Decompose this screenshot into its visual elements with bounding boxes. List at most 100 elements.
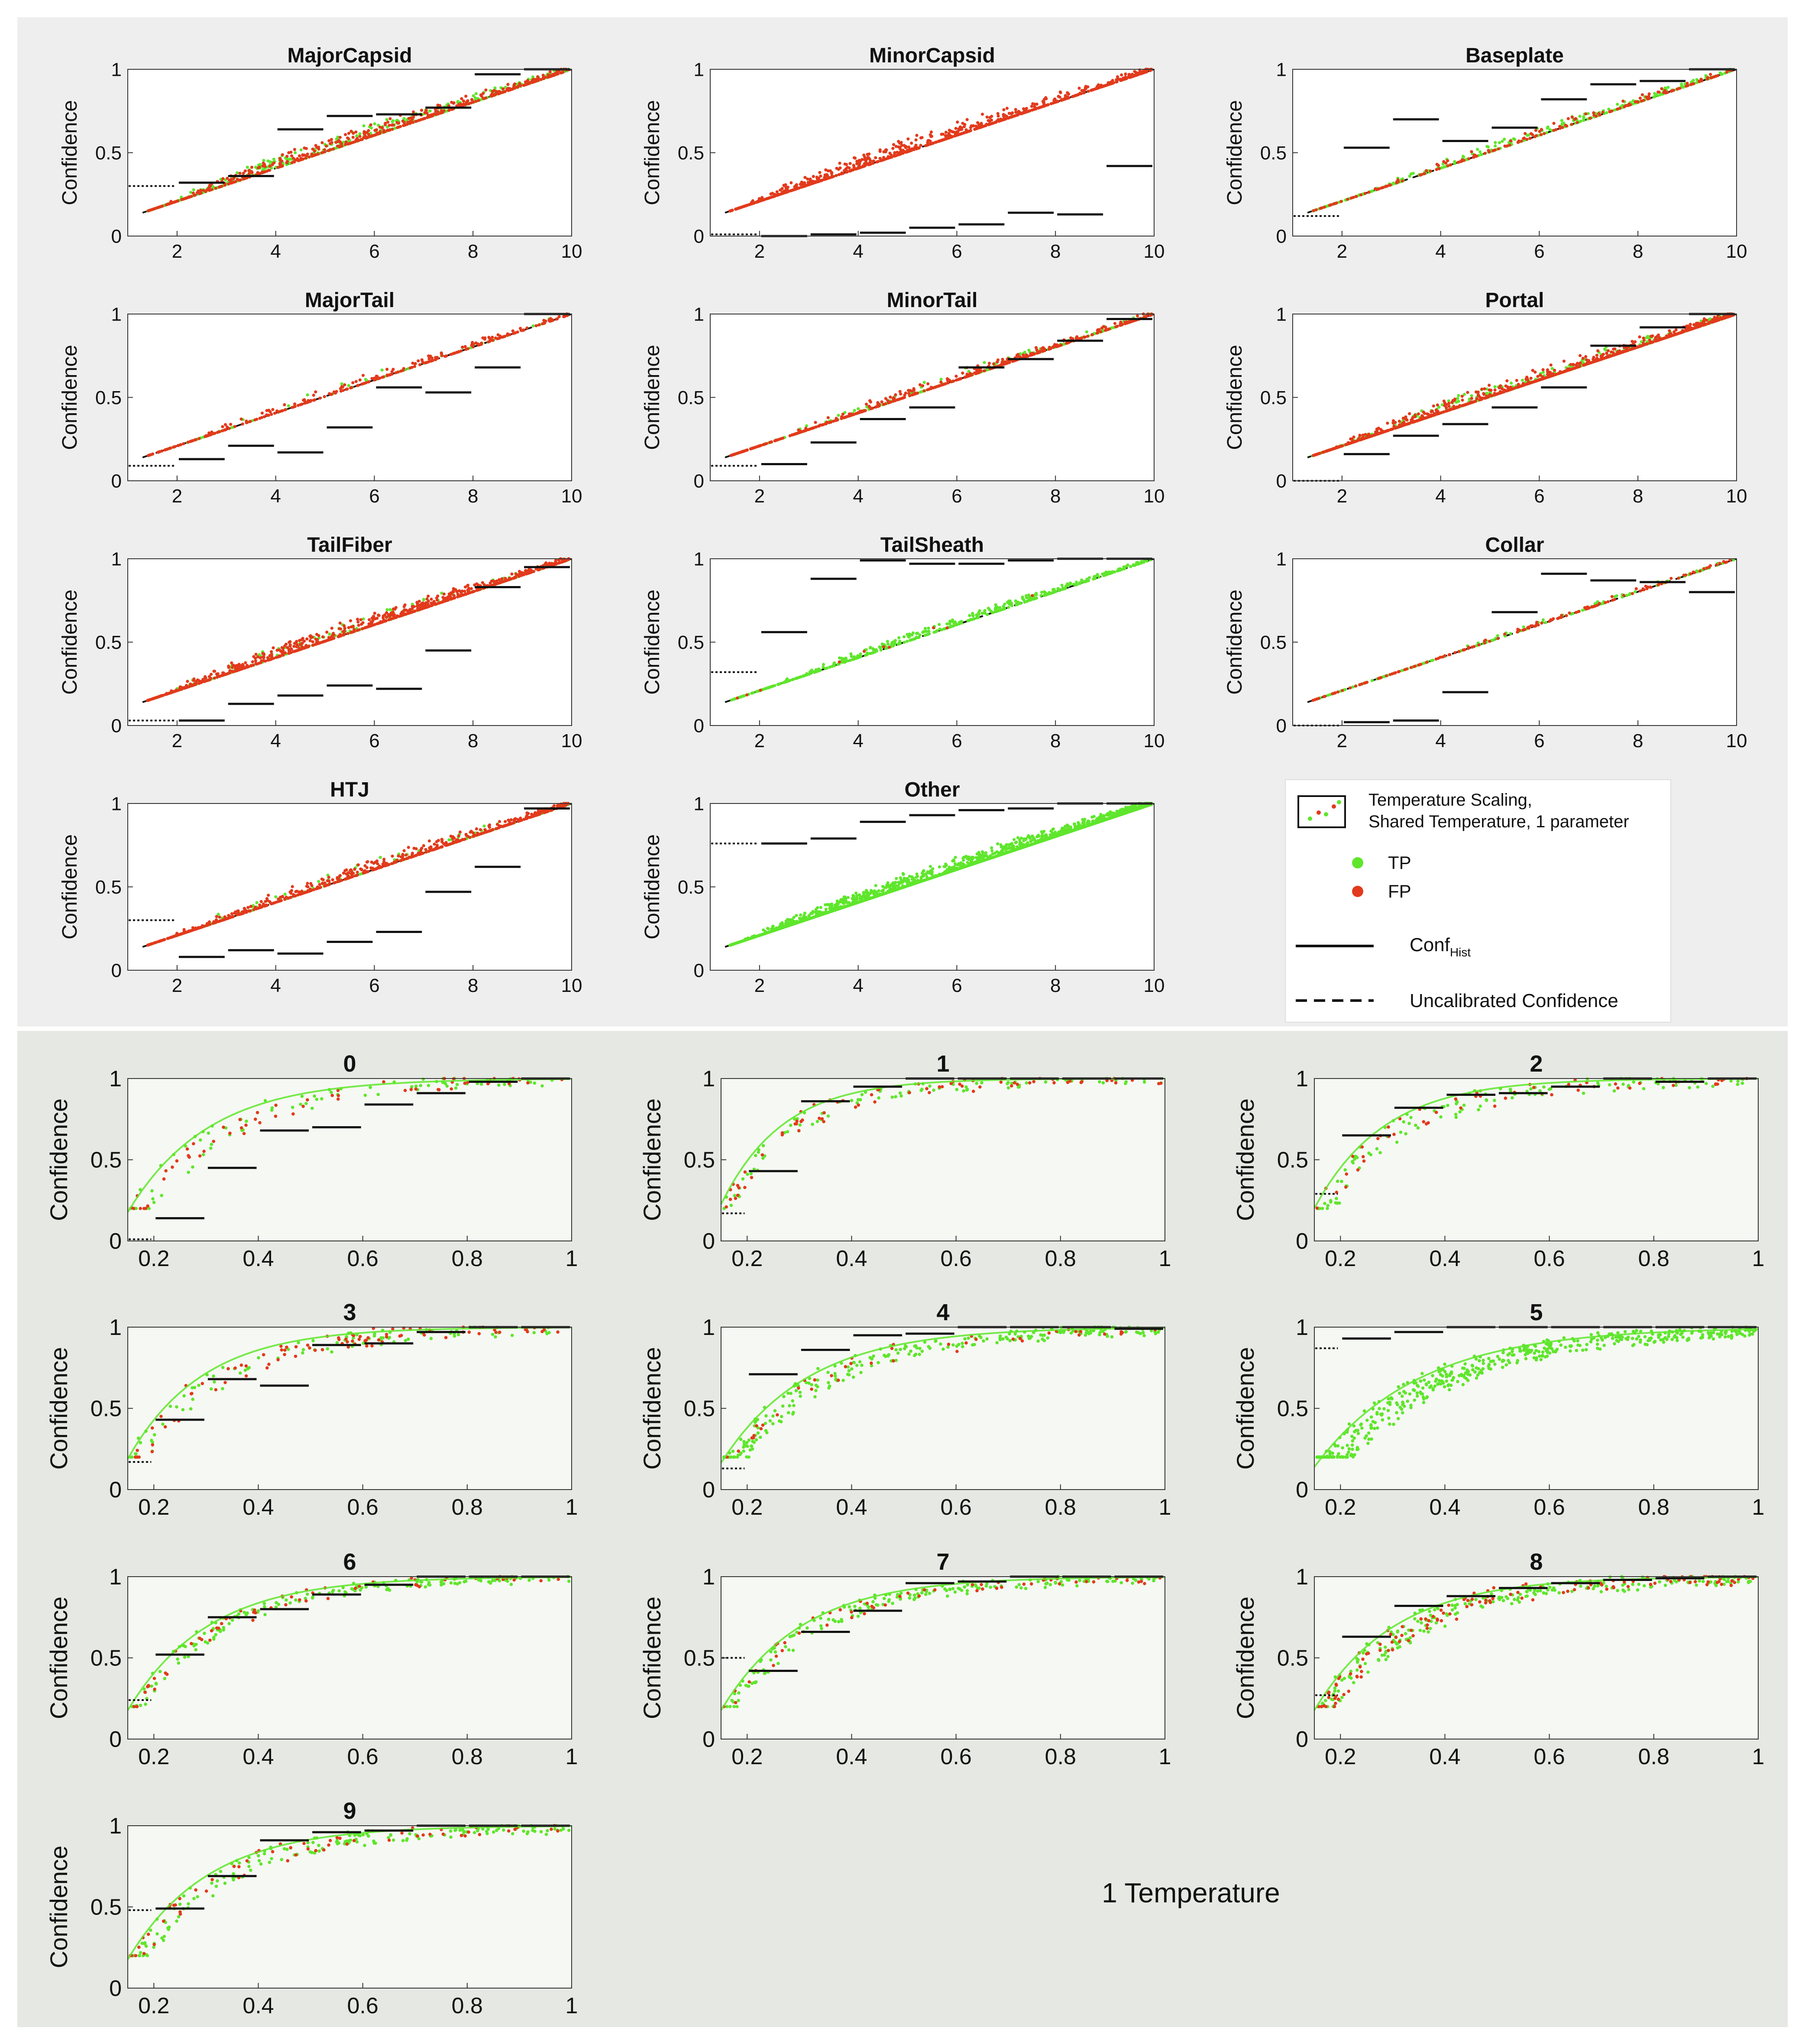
fp-point <box>968 129 972 133</box>
fp-point <box>351 381 355 385</box>
fp-point <box>892 143 896 146</box>
fp-point <box>982 369 986 373</box>
fp-point <box>1034 346 1038 350</box>
fp-point <box>1059 343 1063 347</box>
fp-point <box>863 158 866 161</box>
tp-point <box>1476 148 1479 151</box>
fp-point <box>874 156 877 159</box>
tp-point <box>445 109 448 113</box>
fp-point <box>996 360 999 364</box>
fp-point <box>1480 387 1484 391</box>
fp-point <box>358 135 362 138</box>
y-tick-label: 0 <box>111 226 122 247</box>
fp-point <box>357 139 360 142</box>
fp-point <box>1443 404 1446 408</box>
fp-point <box>1598 113 1601 117</box>
fp-point <box>1056 100 1060 103</box>
fp-point <box>304 156 307 160</box>
fp-point <box>944 382 947 385</box>
fp-point <box>258 165 261 169</box>
fp-point <box>1346 198 1349 201</box>
fp-point <box>1584 355 1588 359</box>
fp-point <box>845 170 849 174</box>
tp-point <box>1485 145 1489 148</box>
fp-point <box>1022 353 1025 357</box>
fp-point <box>407 117 411 120</box>
fp-point <box>775 190 779 194</box>
fp-point <box>835 167 838 170</box>
x-tick-label: 6 <box>369 486 379 507</box>
fp-point <box>461 345 464 349</box>
fp-point <box>1086 334 1090 338</box>
fp-point <box>397 121 401 125</box>
fp-point <box>341 385 344 389</box>
fp-point <box>940 383 944 387</box>
tp-point <box>1616 103 1619 106</box>
tp-point <box>362 124 366 128</box>
fp-point <box>1640 99 1643 103</box>
fp-point <box>929 130 933 134</box>
x-tick-label: 6 <box>951 241 962 262</box>
x-tick-label: 4 <box>1435 241 1446 262</box>
fp-point <box>390 123 394 127</box>
fp-point <box>773 194 777 198</box>
fp-point <box>367 133 370 136</box>
fp-point <box>994 120 998 124</box>
fp-point <box>1709 73 1712 76</box>
fp-point <box>1716 74 1720 77</box>
fp-point <box>814 181 817 184</box>
fp-point <box>1636 100 1640 104</box>
tp-point <box>922 381 926 384</box>
fp-point <box>975 372 979 375</box>
x-tick-label: 8 <box>1050 241 1061 262</box>
fp-point <box>556 317 559 321</box>
fp-point <box>459 102 462 106</box>
fp-point <box>1132 75 1135 78</box>
fp-point <box>1534 134 1538 137</box>
x-tick-label: 10 <box>561 241 582 262</box>
fp-point <box>790 188 794 192</box>
fp-point <box>880 400 883 404</box>
fp-point <box>347 132 351 135</box>
fp-point <box>452 101 455 105</box>
fp-point <box>1096 87 1100 90</box>
fp-point <box>891 399 895 403</box>
fp-point <box>1579 361 1582 365</box>
fp-point <box>180 198 184 201</box>
fp-point <box>186 441 190 444</box>
fp-point <box>320 141 324 144</box>
tp-point <box>472 94 475 97</box>
tp-point <box>1027 349 1031 352</box>
fp-point <box>303 398 306 402</box>
tp-point <box>1605 111 1608 114</box>
fp-point <box>734 452 738 455</box>
fp-point <box>868 161 872 164</box>
tp-point <box>473 96 477 100</box>
fp-point <box>1011 360 1014 363</box>
fp-point <box>807 428 811 431</box>
fp-point <box>508 333 511 337</box>
fp-point <box>229 423 233 426</box>
x-tick-label: 4 <box>270 486 281 507</box>
fp-point <box>298 154 301 158</box>
fp-point <box>828 421 831 424</box>
fp-point <box>932 386 935 390</box>
fp-point <box>238 172 242 175</box>
fp-point <box>1034 106 1037 110</box>
fp-point <box>1083 336 1087 339</box>
fp-point <box>1685 81 1689 85</box>
fp-point <box>469 101 473 105</box>
fp-point <box>271 163 274 166</box>
fp-point <box>1437 167 1441 171</box>
fp-point <box>1621 99 1625 103</box>
fp-point <box>765 442 768 445</box>
fp-point <box>303 153 306 157</box>
fp-point <box>1525 138 1529 141</box>
fp-point <box>894 145 898 148</box>
fp-point <box>890 155 893 159</box>
fp-point <box>767 196 771 200</box>
fp-point <box>811 427 814 430</box>
y-tick-label: 0 <box>694 226 704 247</box>
tp-point <box>1493 385 1497 389</box>
fp-point <box>1420 173 1423 176</box>
